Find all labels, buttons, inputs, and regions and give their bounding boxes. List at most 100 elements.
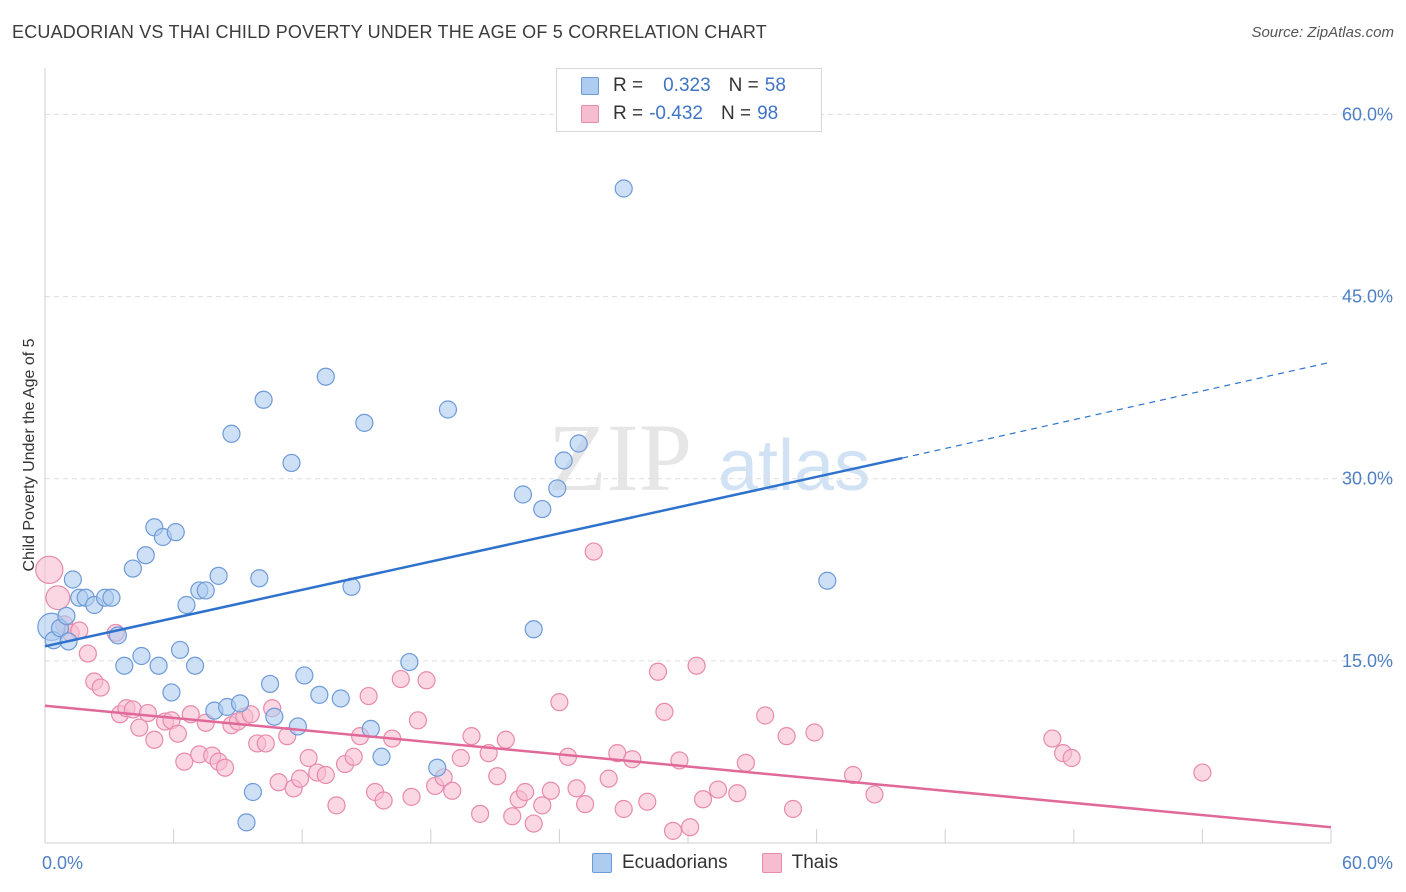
gridlines — [45, 113, 1391, 662]
thai-point — [344, 747, 363, 766]
ecuadorian-point — [355, 413, 374, 432]
thai-point — [777, 727, 796, 746]
series-name-thais: Thais — [791, 852, 839, 873]
legend-n-label: N = — [728, 75, 759, 96]
x-tick-labels: 0.0% 60.0% — [42, 853, 1393, 873]
thai-point — [1062, 748, 1081, 768]
x-tick-label: 60.0% — [1342, 853, 1393, 873]
thai-point — [681, 818, 700, 837]
legend-row-ecuadorians: R = 0.323 N = 58 — [581, 73, 786, 99]
legend-r-value: -0.432 — [649, 103, 703, 124]
ecuadorian-point — [149, 656, 168, 675]
thai-point — [138, 703, 157, 723]
thai-point — [462, 727, 481, 746]
x-tick-label: 0.0% — [42, 853, 83, 873]
series-legend-thais: Thais — [761, 852, 839, 874]
thai-point — [805, 723, 824, 742]
ecuadorian-point — [282, 453, 301, 473]
legend-swatch-ecuadorians — [581, 77, 599, 95]
ecuadorian-point — [136, 546, 155, 565]
thai-point — [168, 724, 187, 743]
thai-point — [45, 585, 71, 611]
thai-trend-line — [44, 704, 1332, 829]
ecuadorian-point — [63, 570, 82, 589]
legend-r-value: 0.323 — [663, 75, 711, 96]
thai-point — [524, 814, 543, 833]
thai-point — [241, 705, 260, 724]
ecuadorian-point — [513, 485, 533, 504]
thai-point — [443, 781, 462, 800]
series-name-ecuadorians: Ecuadorians — [622, 852, 728, 873]
ecuadorian-point — [254, 390, 273, 409]
ecuadorian-point — [115, 656, 134, 675]
ecuadorian-point — [209, 566, 228, 585]
thai-point — [648, 662, 668, 681]
thai-point — [865, 785, 884, 804]
thai-point — [638, 792, 657, 811]
ecuadorian-point — [569, 434, 588, 453]
thai-point — [533, 796, 552, 815]
thai-point — [655, 702, 674, 721]
thai-point — [316, 765, 335, 785]
thai-point — [843, 765, 863, 785]
ecuadorian-point — [554, 451, 573, 470]
y-tick-label: 60.0% — [1342, 104, 1393, 124]
ecuadorian-point — [614, 179, 633, 198]
source-label: Source: ZipAtlas.com — [1251, 24, 1394, 41]
legend-n-label: N = — [720, 103, 752, 124]
thai-point — [756, 706, 775, 725]
ecuadorian-point — [818, 571, 837, 590]
ecuadorian-trend-line — [44, 456, 903, 648]
ecuadorian-point — [524, 620, 543, 639]
thai-point — [215, 758, 235, 777]
ecuadorian-point — [102, 588, 121, 607]
thai-point — [290, 769, 310, 788]
ecuadorian-point — [372, 747, 391, 766]
ecuadorian-point — [316, 367, 335, 386]
thai-point — [145, 730, 164, 749]
thai-point — [391, 669, 410, 689]
thai-point — [576, 795, 595, 814]
ecuadorian-point — [132, 646, 151, 666]
ecuadorian-point — [185, 656, 205, 675]
thai-point — [663, 821, 683, 840]
y-axis-label: Child Poverty Under the Age of 5 — [21, 338, 38, 571]
stats-legend: R = 0.323 N = 58 R = -0.432 N = 98 — [556, 68, 822, 132]
thai-point — [599, 769, 618, 788]
ecuadorian-point — [438, 400, 458, 419]
thai-point — [541, 781, 560, 800]
watermark: ZIP atlas — [548, 404, 870, 511]
y-tick-labels: 15.0% 30.0% 45.0% 60.0% — [1342, 104, 1393, 670]
thai-point — [327, 796, 346, 815]
ecuadorian-point — [250, 569, 269, 588]
ecuadorian-trend-extension — [902, 361, 1332, 459]
thai-point — [728, 784, 747, 803]
series-swatch-ecuadorians — [592, 853, 612, 873]
ecuadorian-point — [222, 424, 241, 443]
legend-r-label: R = — [613, 103, 644, 124]
ecuadorian-points — [37, 179, 837, 832]
thai-point — [417, 671, 436, 690]
thai-point — [496, 730, 515, 749]
thai-point — [451, 748, 470, 768]
axes — [44, 68, 1332, 844]
ecuadorian-point — [428, 758, 447, 777]
thai-point — [374, 791, 393, 810]
ecuadorian-point — [162, 683, 181, 702]
legend-n-value: 98 — [757, 103, 779, 124]
ecuadorian-point — [265, 707, 284, 726]
series-legend-ecuadorians: Ecuadorians — [592, 852, 728, 874]
thai-point — [359, 686, 378, 706]
ecuadorian-point — [123, 559, 142, 578]
chart-title: ECUADORIAN VS THAI CHILD POVERTY UNDER T… — [12, 22, 767, 42]
series-legend: Ecuadorians Thais — [592, 852, 872, 874]
thai-point — [687, 656, 706, 675]
thai-point — [35, 555, 64, 584]
ecuadorian-point — [177, 595, 196, 615]
legend-n-value: 58 — [764, 75, 786, 96]
ecuadorian-point — [196, 581, 215, 600]
y-tick-label: 15.0% — [1342, 651, 1393, 671]
legend-row-thais: R = -0.432 N = 98 — [581, 101, 778, 127]
ecuadorian-point — [170, 640, 190, 660]
